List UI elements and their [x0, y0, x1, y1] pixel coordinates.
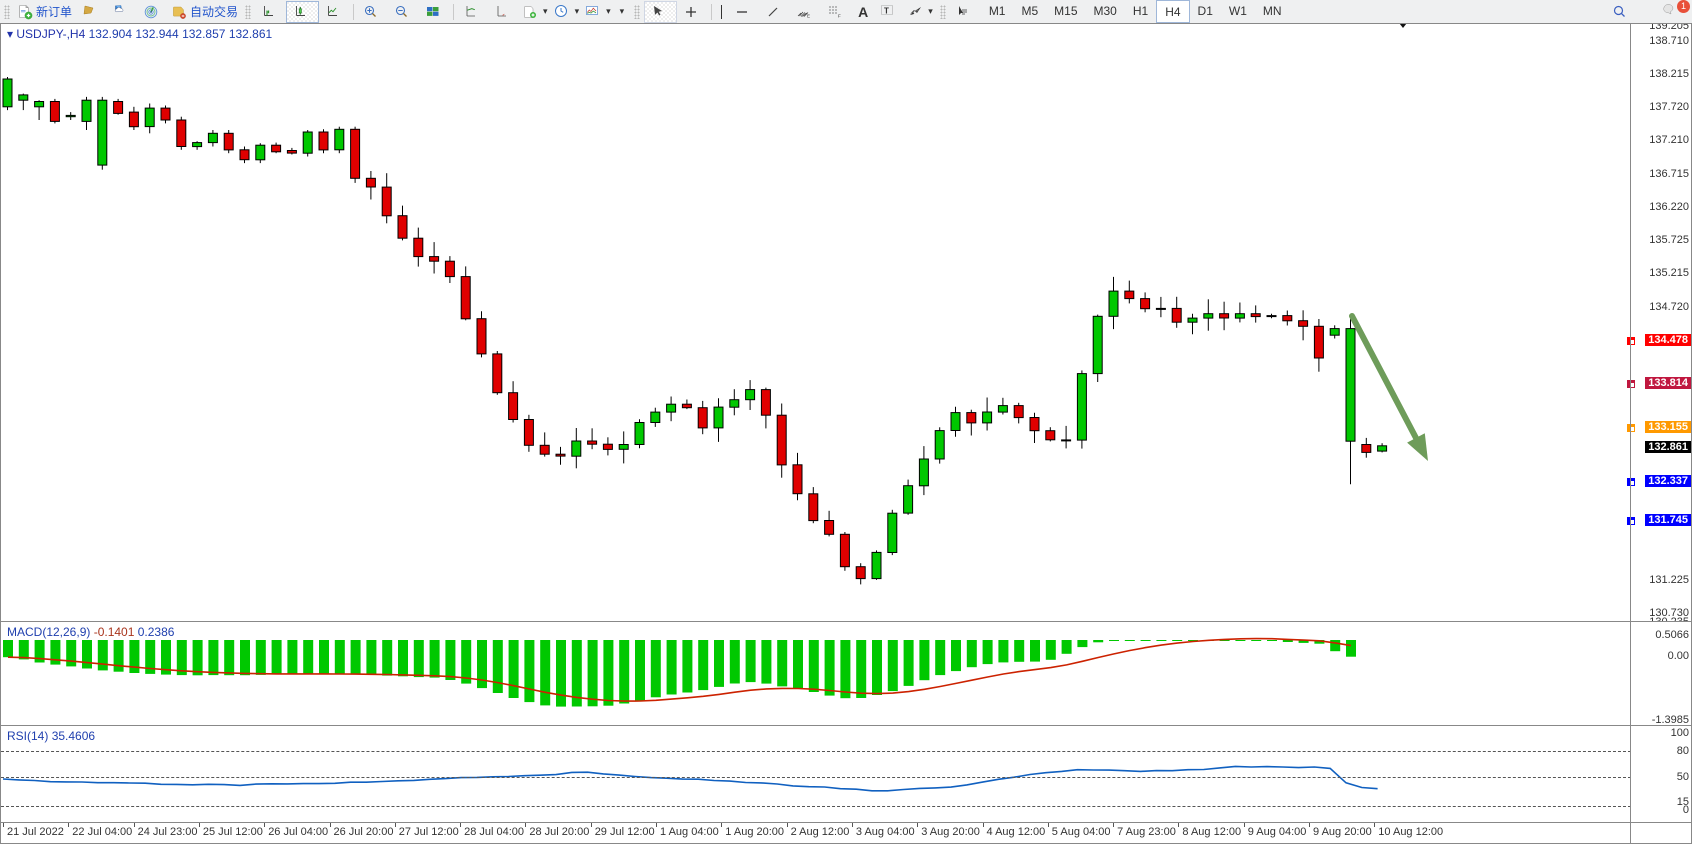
svg-text:E: E	[807, 13, 810, 18]
svg-text:F: F	[838, 13, 841, 18]
svg-text:T: T	[884, 6, 889, 15]
